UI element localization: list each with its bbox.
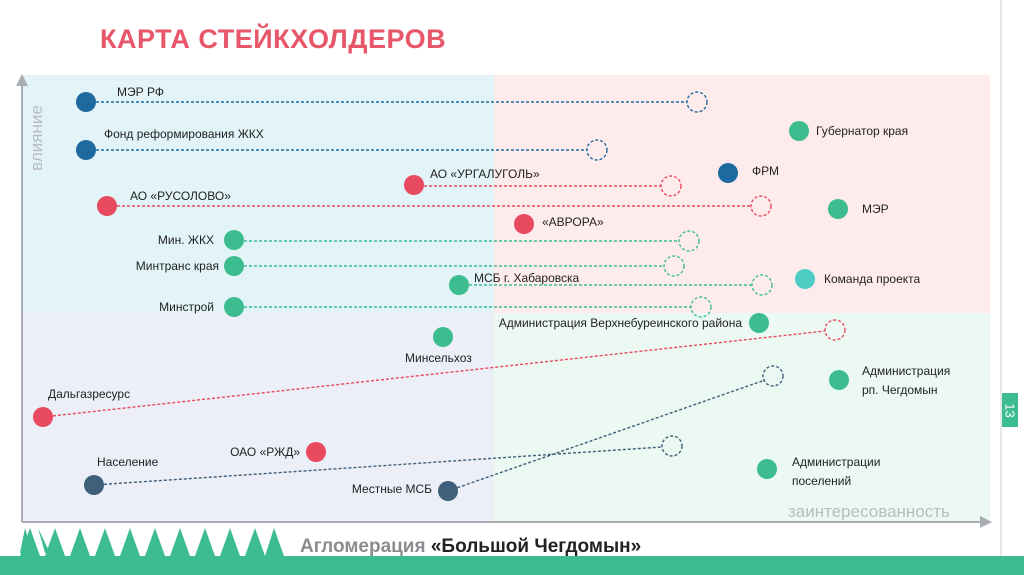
target-mer-rf xyxy=(686,91,708,113)
stakeholder-label: АО «УРГАЛУГОЛЬ» xyxy=(430,167,540,181)
stakeholder-label: Минстрой xyxy=(159,300,214,314)
target-mintrans xyxy=(663,255,685,277)
right-edge-strip xyxy=(1000,0,1002,556)
stakeholder-dot xyxy=(829,370,849,390)
stakeholder-label: Губернатор края xyxy=(816,124,909,138)
page-number-text: 13 xyxy=(1002,402,1018,418)
stakeholder-dot xyxy=(404,175,424,195)
stakeholder-label: «АВРОРА» xyxy=(542,215,604,229)
stakeholder-dot xyxy=(306,442,326,462)
footer-title: Агломерация «Большой Чегдомын» xyxy=(300,536,641,558)
stakeholder-dot xyxy=(795,269,815,289)
stakeholder-label: МЭР xyxy=(862,202,889,216)
footer-prefix: Агломерация xyxy=(300,536,426,557)
stakeholder-label: Мин. ЖКХ xyxy=(157,233,214,247)
stakeholder-dot xyxy=(224,256,244,276)
line-dalgaz xyxy=(42,330,826,418)
x-axis-label: заинтересованность xyxy=(788,502,950,521)
y-axis-arrow xyxy=(16,74,28,86)
tree-icon xyxy=(195,528,215,556)
line-mestnye-msb xyxy=(447,379,766,492)
axes xyxy=(16,74,992,528)
stakeholder-dot xyxy=(828,199,848,219)
target-urgalugol xyxy=(660,175,682,197)
stakeholder-label: Команда проекта xyxy=(824,272,921,286)
stakeholder-dot xyxy=(749,313,769,333)
tree-icon xyxy=(120,528,140,556)
stakeholder-dot xyxy=(757,459,777,479)
stakeholder-label: МЭР РФ xyxy=(117,85,164,99)
stakeholder-dot xyxy=(76,92,96,112)
target-minstroy xyxy=(690,296,712,318)
tree-icon xyxy=(95,528,115,556)
stakeholder-dot xyxy=(84,475,104,495)
stakeholder-dot xyxy=(718,163,738,183)
target-fond xyxy=(586,139,608,161)
stakeholder-label: Минсельхоз xyxy=(405,351,472,365)
stakeholder-dot xyxy=(224,230,244,250)
stakeholder-label: Администрации xyxy=(792,455,881,469)
stakeholder-label: рп. Чегдомын xyxy=(862,383,938,397)
target-min-zhkh xyxy=(678,230,700,252)
stakeholder-label: Дальгазресурс xyxy=(48,387,131,401)
quadrant-bottom-right xyxy=(494,313,990,522)
target-naselenie xyxy=(661,435,683,457)
tree-icon xyxy=(220,528,240,556)
stakeholder-label: поселений xyxy=(792,474,852,488)
stakeholder-dot xyxy=(449,275,469,295)
stakeholder-dot xyxy=(33,407,53,427)
tree-icon xyxy=(265,528,284,556)
target-mestnye-msb xyxy=(762,365,784,387)
stakeholder-label: МСБ г. Хабаровска xyxy=(474,271,580,285)
stakeholder-label: Фонд реформирования ЖКХ xyxy=(104,127,264,141)
page-title: КАРТА СТЕЙКХОЛДЕРОВ xyxy=(100,24,447,54)
stakeholder-dot xyxy=(438,481,458,501)
stakeholder-dot xyxy=(224,297,244,317)
stakeholder-dot xyxy=(789,121,809,141)
stakeholder-label: Администрация Верхнебуреинского района xyxy=(498,316,742,330)
target-rusolovo xyxy=(750,195,772,217)
tree-icon xyxy=(45,528,65,556)
target-dalgaz xyxy=(824,319,846,341)
stakeholder-label: Местные МСБ xyxy=(351,482,432,496)
footer-band xyxy=(0,556,1024,575)
stakeholder-label: Минтранс края xyxy=(135,259,219,273)
target-msb-khab xyxy=(751,274,773,296)
tree-icon xyxy=(20,528,40,556)
footer-name: «Большой Чегдомын» xyxy=(430,536,642,557)
stakeholder-label: АО «РУСОЛОВО» xyxy=(130,189,231,203)
stakeholder-dot xyxy=(514,214,534,234)
x-axis-arrow xyxy=(980,516,992,528)
quadrant-top-right xyxy=(494,75,990,313)
tree-icon xyxy=(70,528,90,556)
stakeholder-dot xyxy=(97,196,117,216)
stakeholder-label: Население xyxy=(97,455,159,469)
stakeholder-label: Администрация xyxy=(862,364,951,378)
page-number: 13 xyxy=(1002,393,1018,427)
tree-icon xyxy=(170,528,190,556)
stakeholder-label: ОАО «РЖД» xyxy=(230,445,300,459)
tree-icon xyxy=(245,528,265,556)
stakeholder-label: ФРМ xyxy=(752,164,779,178)
stakeholder-dot xyxy=(76,140,96,160)
tree-icon xyxy=(145,528,165,556)
stakeholder-dot xyxy=(433,327,453,347)
